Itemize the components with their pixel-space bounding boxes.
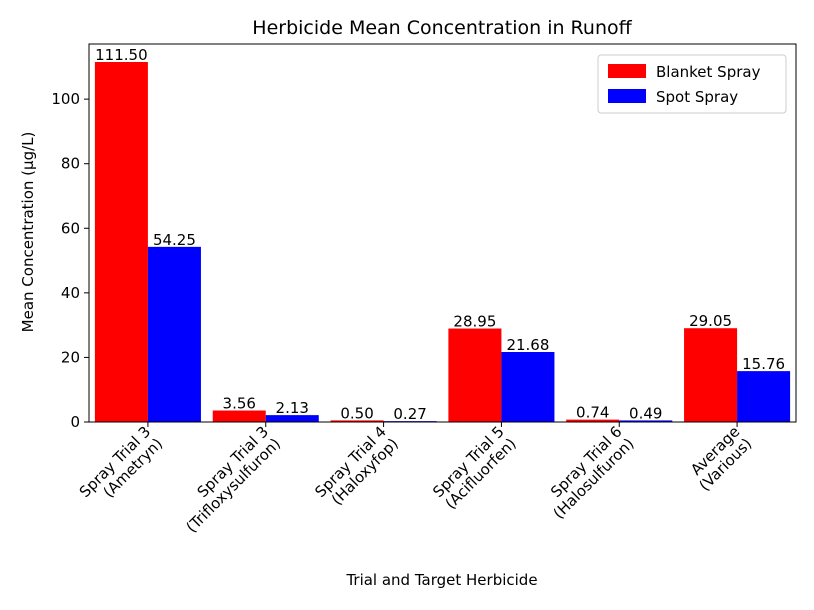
bar-blanket-1	[212, 410, 266, 422]
bar-blanket-3	[448, 328, 502, 422]
y-tick-label: 80	[61, 155, 80, 173]
bar-blanket-0	[94, 62, 148, 422]
x-tick-label: Spray Trial 5(Acifluorfen)	[429, 423, 520, 513]
y-tick-label: 40	[61, 284, 80, 302]
data-label: 111.50	[95, 46, 148, 64]
bar-blanket-2	[330, 420, 384, 422]
bar-spot-3	[501, 352, 555, 422]
data-label: 54.25	[153, 231, 196, 249]
data-label: 2.13	[276, 399, 309, 417]
data-label: 21.68	[506, 336, 549, 354]
data-label: 0.74	[576, 404, 609, 422]
x-tick-label: Spray Trial 3(Trifloxysulfuron)	[182, 423, 284, 537]
bar-spot-5	[737, 371, 791, 422]
y-tick-label: 20	[61, 348, 80, 366]
plot-area: 111.50 3.56 0.50 28.95 0.74 29.05 54.25 2.13 0.2…	[51, 43, 797, 537]
y-tick-label: 100	[51, 90, 80, 108]
y-axis-label: Mean Concentration (µg/L)	[19, 132, 37, 333]
x-tick-label: Average(Various)	[687, 423, 755, 495]
bar-blanket-5	[684, 328, 738, 422]
bar-spot-0	[147, 246, 201, 422]
y-tick-label: 0	[70, 413, 80, 431]
x-tick-label: Spray Trial 6(Halosulfuron)	[547, 423, 638, 523]
legend-swatch	[608, 89, 646, 103]
x-tick-label: Spray Trial 4(Haloxyfop)	[311, 423, 402, 509]
data-label: 0.49	[629, 404, 662, 422]
bar-spot-1	[265, 415, 319, 422]
legend-label: Spot Spray	[656, 88, 738, 106]
bar-spot-4	[619, 420, 673, 422]
legend-swatch	[608, 64, 646, 78]
x-tick-label: Spray Trial 3(Ametryn)	[76, 423, 167, 502]
data-label: 28.95	[453, 313, 496, 331]
legend: Blanket Spray Spot Spray	[597, 54, 787, 114]
data-label: 3.56	[223, 395, 256, 413]
legend-label: Blanket Spray	[656, 63, 761, 81]
data-label: 0.50	[340, 404, 373, 422]
y-tick-label: 60	[61, 219, 80, 237]
data-label: 29.05	[689, 312, 732, 330]
bar-blanket-4	[566, 419, 620, 422]
data-label: 15.76	[742, 355, 785, 373]
data-label: 0.27	[393, 405, 426, 423]
chart-title: Herbicide Mean Concentration in Runoff	[252, 17, 632, 39]
plot-frame	[88, 43, 797, 423]
x-axis-label: Trial and Target Herbicide	[345, 571, 537, 589]
